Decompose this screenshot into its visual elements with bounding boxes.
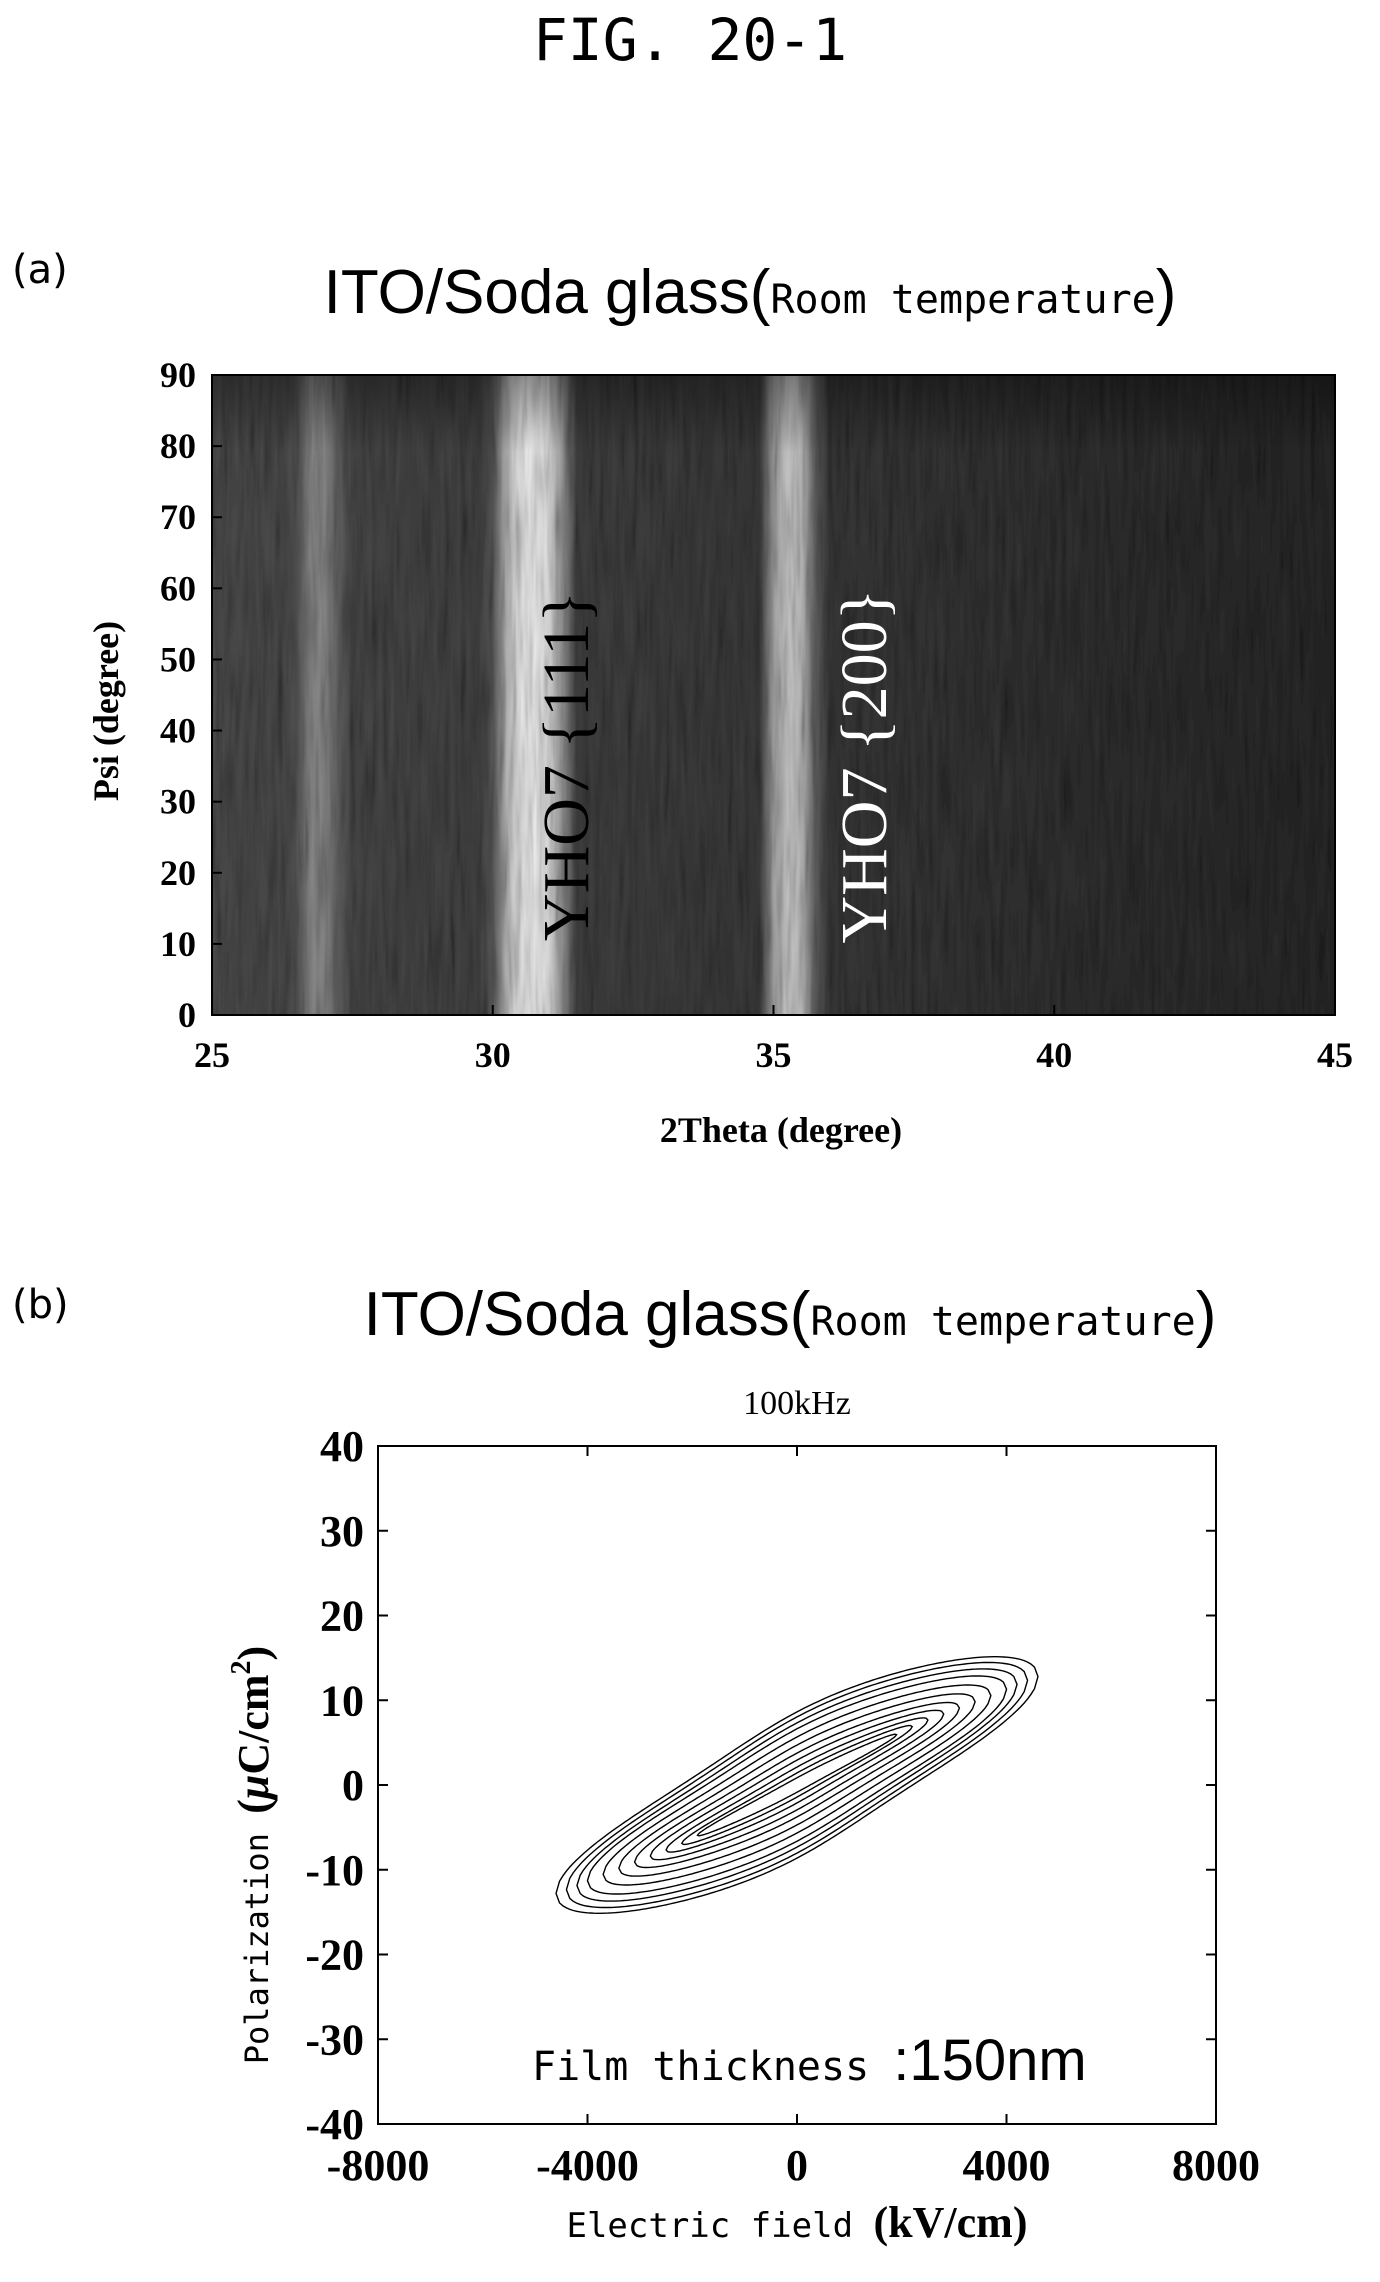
panel-b-title: ITO/Soda glass(Room temperature) [364,1280,1217,1349]
panel-b-label: (b) [12,1282,69,1328]
hysteresis-loop [576,1668,1018,1902]
heatmap-y-tick-label: 40 [160,711,196,751]
pe-y-tick-label: 30 [320,1507,364,1556]
panel-b: (b) ITO/Soda glass(Room temperature) 100… [12,1280,1260,2247]
pe-x-tick-label: 4000 [963,2141,1051,2190]
pe-hysteresis-loops [555,1656,1039,1914]
pe-x-tick-label: -8000 [327,2141,430,2190]
panel-b-title-close: ) [1196,1280,1217,1349]
heatmap-annotations: YHO7 {111} YHO7 {200} [530,589,901,944]
pe-annotation-label: Film thickness [532,2044,893,2090]
hysteresis-loop [586,1675,1008,1895]
heatmap-y-tick-label: 90 [160,355,196,395]
pe-x-tick-label: -4000 [536,2141,639,2190]
heatmap-y-tick-label: 20 [160,853,196,893]
pe-x-tick-label: 8000 [1172,2141,1260,2190]
panel-a-title: ITO/Soda glass(Room temperature) [324,258,1177,327]
heatmap-y-tick-label: 30 [160,782,196,822]
heatmap-y-tick-label: 10 [160,924,196,964]
heatmap-x-tick-label: 45 [1317,1035,1353,1075]
hysteresis-loop [696,1733,898,1837]
heatmap-y-tick-label: 80 [160,426,196,466]
pe-x-axis-label: Electric field (kV/cm) [566,2198,1027,2247]
heatmap-plot [211,374,1336,1016]
pe-y-tick-label: 40 [320,1422,364,1471]
panel-a-label: (a) [12,247,68,293]
pe-y-axis-label-text: Polarization [238,1814,276,2064]
panel-b-title-main: ITO/Soda glass( [364,1280,811,1349]
pe-annotation: Film thickness :150nm [532,2028,1087,2093]
hysteresis-loop [649,1709,945,1861]
pe-y-axis-label: Polarization (μC/cm2) [226,1646,278,2064]
heatmap-y-tick-label: 60 [160,568,196,608]
heatmap-y-tick-label: 0 [178,995,196,1035]
heatmap-x-tick-label: 40 [1036,1035,1072,1075]
pe-y-axis-label-unit: C/cm [229,1674,278,1774]
panel-b-title-small: Room temperature [810,1299,1195,1345]
pe-y-tick-label: -30 [305,2015,364,2064]
hysteresis-loop [555,1656,1039,1914]
panel-a-title-small: Room temperature [770,277,1155,323]
heatmap-x-tick-label: 30 [475,1035,511,1075]
pe-y-tick-label: 10 [320,1676,364,1725]
hysteresis-loop [680,1724,914,1846]
pe-y-tick-label: -10 [305,1846,364,1895]
panel-b-subtitle: 100kHz [743,1385,851,1422]
panel-a-title-main: ITO/Soda glass( [324,258,771,327]
heatmap-top-shade [212,375,1335,1015]
panel-a: (a) ITO/Soda glass(Room temperature) 25 3… [12,247,1353,1150]
heatmap-ticks: 25 30 35 40 45 0 10 20 30 40 50 60 70 80 90 [160,355,1353,1075]
panel-a-title-close: ) [1156,258,1177,327]
heatmap-y-tick-label: 50 [160,639,196,679]
hysteresis-loop [618,1693,976,1877]
hysteresis-loop [633,1701,961,1869]
heatmap-y-axis-label: Psi (degree) [86,621,126,801]
heatmap-x-axis-label: 2Theta (degree) [660,1110,902,1150]
pe-y-tick-label: -20 [305,1931,364,1980]
heatmap-x-tick-label: 35 [756,1035,792,1075]
figure-title: FIG. 20-1 [533,6,847,74]
heatmap-peak-annotation: YHO7 {200} [828,589,901,944]
pe-x-tick-label: 0 [786,2141,808,2190]
heatmap-y-tick-label: 70 [160,497,196,537]
pe-x-axis-label-unit: (kV/cm) [874,2198,1028,2247]
pe-y-tick-label: 20 [320,1592,364,1641]
pe-y-axis-label-sup: 2 [226,1660,257,1674]
pe-x-axis-label-text: Electric field [566,2206,873,2246]
hysteresis-loop [665,1717,929,1853]
heatmap-x-tick-label: 25 [194,1035,230,1075]
hysteresis-loop [565,1661,1029,1909]
pe-y-tick-label: 0 [342,1761,364,1810]
pe-annotation-value: :150nm [893,2028,1086,2093]
pe-y-axis-label-mu: μ [229,1775,278,1801]
pe-ticks: -8000 -4000 0 4000 8000 -40 -30 -20 -10 0 10 20 30 40 [305,1422,1260,2190]
heatmap-peak-annotation: YHO7 {111} [530,591,603,941]
pe-y-axis-label-open: ( [229,1799,278,1814]
pe-plot-frame [377,1445,1217,2125]
pe-y-axis-label-close: ) [229,1646,278,1661]
hysteresis-loop [602,1684,992,1886]
pe-y-tick-label: -40 [305,2100,364,2149]
